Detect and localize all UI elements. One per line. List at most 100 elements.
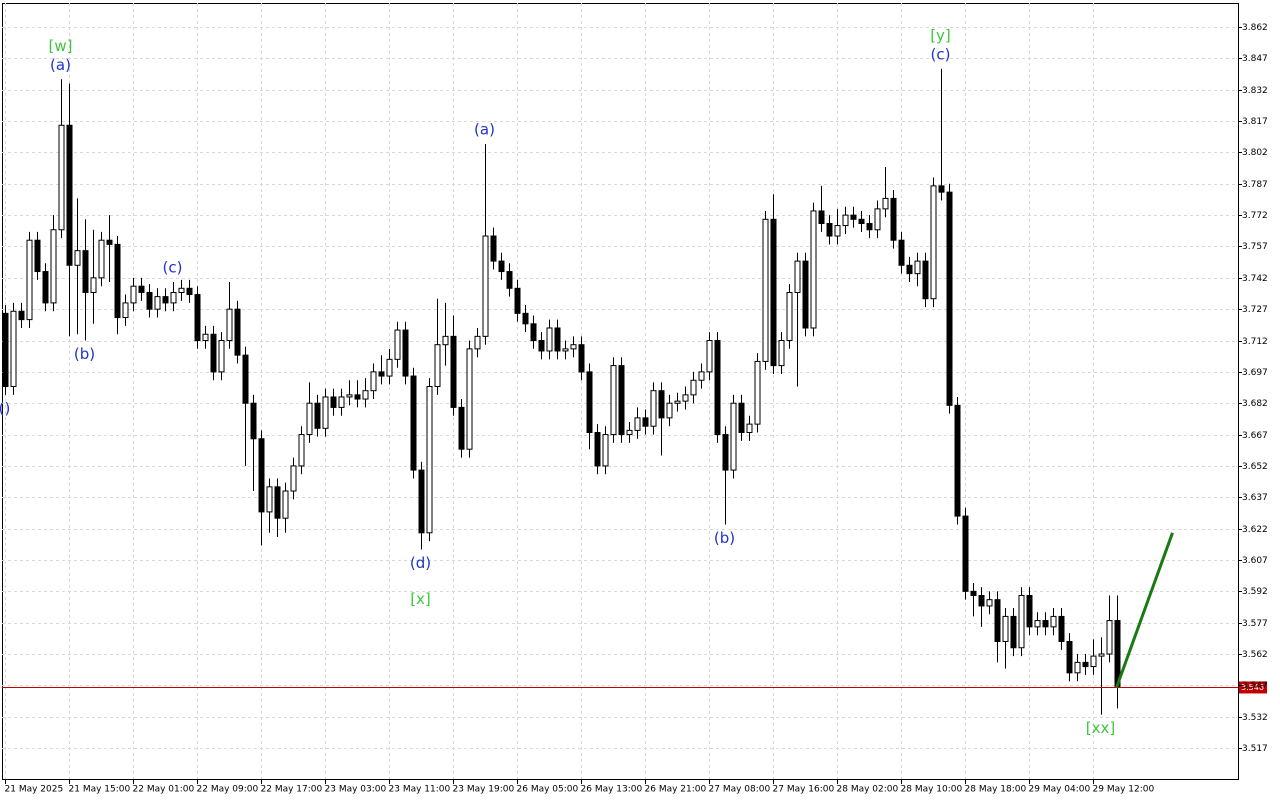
candle-body <box>778 340 785 367</box>
wave-label: (c) <box>163 259 183 277</box>
candle-body <box>746 423 753 433</box>
candle-body <box>986 599 993 607</box>
candle-body <box>290 465 297 492</box>
candle-body <box>402 329 409 377</box>
candle-body <box>962 515 969 592</box>
candle-body <box>466 348 473 450</box>
candle-body <box>898 239 905 266</box>
current-price-tag <box>1239 681 1267 694</box>
candle-body <box>362 390 369 400</box>
candle-body <box>858 218 865 224</box>
candle-body <box>226 308 233 342</box>
wave-label: [x] <box>410 590 431 608</box>
x-tick-label: 22 May 17:00 <box>261 785 323 795</box>
candle-body <box>922 260 929 300</box>
y-tick-label: 3.817 <box>1242 117 1268 127</box>
wave-label: (b) <box>714 529 735 547</box>
candle-body <box>906 264 913 275</box>
candle-body <box>1098 653 1105 657</box>
candle-body <box>634 417 641 431</box>
candle-body <box>394 329 401 360</box>
candle-body <box>1050 615 1057 628</box>
candle-body <box>946 191 953 406</box>
x-tick-label: 28 May 18:00 <box>965 785 1027 795</box>
candle-body <box>970 590 977 597</box>
candle-body <box>610 365 617 436</box>
candle-body <box>274 486 281 519</box>
candle-body <box>1018 595 1025 649</box>
wave-label: [xx] <box>1086 719 1115 737</box>
y-tick-label: 3.832 <box>1242 86 1268 96</box>
x-tick-label: 21 May 15:00 <box>69 785 131 795</box>
candle-body <box>954 404 961 517</box>
y-tick-label: 3.757 <box>1242 242 1268 252</box>
candles <box>2 68 1121 715</box>
y-tick-label: 3.742 <box>1242 274 1268 284</box>
forecast-line <box>1115 532 1174 688</box>
candle-body <box>18 310 25 321</box>
candle-body <box>426 386 433 534</box>
candle-body <box>346 394 353 398</box>
candle-body <box>690 379 697 396</box>
candle-body <box>322 396 329 429</box>
current-price-label: 3.546 <box>1241 683 1264 692</box>
x-tick-label: 27 May 16:00 <box>773 785 835 795</box>
candle-body <box>890 197 897 241</box>
candle-body <box>626 429 633 436</box>
candle-body <box>642 417 649 427</box>
candle-body <box>498 260 505 273</box>
candle-body <box>450 335 457 408</box>
candle-body <box>154 296 161 310</box>
y-tick-label: 3.667 <box>1242 431 1268 441</box>
y-tick-label: 3.622 <box>1242 525 1268 535</box>
candle-body <box>42 271 49 304</box>
candle-body <box>186 287 193 296</box>
candle-body <box>562 348 569 352</box>
y-tick-label: 3.772 <box>1242 211 1268 221</box>
candle-body <box>1058 615 1065 642</box>
candle-body <box>794 260 801 293</box>
candle-body <box>882 197 889 210</box>
candle-body <box>98 239 105 279</box>
candle-body <box>338 396 345 408</box>
candle-body <box>282 490 289 519</box>
wave-label: (b) <box>74 345 95 363</box>
candle-body <box>138 285 145 293</box>
candle-body <box>130 285 137 304</box>
candle-body <box>738 402 745 433</box>
candle-body <box>506 271 513 289</box>
x-tick-label: 26 May 21:00 <box>645 785 707 795</box>
wave-label: (d) <box>410 554 431 572</box>
y-tick-label: 3.802 <box>1242 148 1268 158</box>
candle-body <box>554 327 561 352</box>
x-tick-label: 23 May 03:00 <box>325 785 387 795</box>
candle-body <box>1074 661 1081 674</box>
candle-body <box>210 333 217 373</box>
candle-body <box>34 239 41 273</box>
candle-body <box>242 354 249 404</box>
candle-body <box>90 277 97 293</box>
candle-body <box>762 218 769 362</box>
candle-body <box>810 210 817 329</box>
candle-body <box>682 394 689 402</box>
wave-label: [w] <box>49 37 73 55</box>
y-tick-label: 3.532 <box>1242 713 1268 723</box>
candle-body <box>178 287 185 293</box>
candle-body <box>250 402 257 440</box>
candle-body <box>594 431 601 467</box>
candle-body <box>330 396 337 408</box>
candle-body <box>10 310 17 388</box>
x-tick-label: 28 May 10:00 <box>901 785 963 795</box>
candle-body <box>826 222 833 237</box>
x-tick-label: 26 May 13:00 <box>581 785 643 795</box>
x-tick-label: 29 May 04:00 <box>1029 785 1091 795</box>
candle-body <box>170 291 177 304</box>
candle-body <box>570 344 577 350</box>
candle-body <box>298 434 305 467</box>
candle-body <box>418 469 425 534</box>
y-tick-label: 3.682 <box>1242 399 1268 409</box>
candle-body <box>434 344 441 388</box>
wave-label: () <box>0 399 10 417</box>
y-tick-label: 3.697 <box>1242 368 1268 378</box>
